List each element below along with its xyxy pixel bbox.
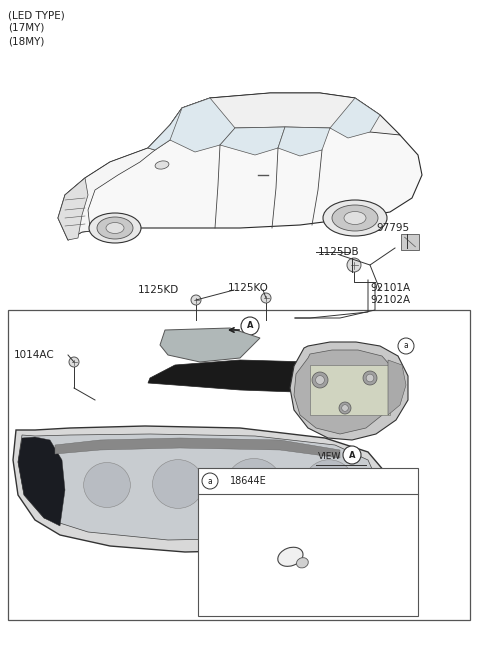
Circle shape: [191, 295, 201, 305]
Ellipse shape: [304, 460, 354, 506]
Text: 92102A: 92102A: [370, 295, 410, 305]
Polygon shape: [65, 148, 155, 240]
Ellipse shape: [89, 213, 141, 243]
Polygon shape: [18, 437, 65, 526]
Circle shape: [241, 317, 259, 335]
Text: VIEW: VIEW: [318, 452, 341, 461]
Circle shape: [339, 402, 351, 414]
Circle shape: [398, 338, 414, 354]
Polygon shape: [278, 127, 330, 156]
Polygon shape: [388, 360, 406, 415]
Circle shape: [312, 372, 328, 388]
Circle shape: [261, 293, 271, 303]
Circle shape: [347, 258, 361, 272]
Text: (LED TYPE): (LED TYPE): [8, 10, 65, 20]
Polygon shape: [58, 93, 422, 240]
Circle shape: [316, 376, 324, 384]
Text: 1125KO: 1125KO: [228, 283, 269, 293]
Polygon shape: [55, 438, 340, 458]
Text: 1014AC: 1014AC: [14, 350, 55, 360]
Polygon shape: [18, 434, 378, 540]
Text: A: A: [349, 451, 355, 459]
Ellipse shape: [278, 547, 303, 566]
Polygon shape: [148, 93, 400, 150]
Polygon shape: [330, 98, 380, 138]
Polygon shape: [290, 342, 408, 440]
FancyBboxPatch shape: [401, 234, 419, 250]
Circle shape: [202, 473, 218, 489]
Polygon shape: [160, 328, 260, 362]
Polygon shape: [170, 98, 235, 152]
Circle shape: [366, 374, 374, 382]
Text: 97795: 97795: [376, 223, 409, 233]
Text: (18MY): (18MY): [8, 36, 44, 46]
Text: 18644E: 18644E: [230, 476, 267, 486]
Polygon shape: [220, 127, 285, 155]
Ellipse shape: [344, 211, 366, 224]
Polygon shape: [148, 360, 340, 392]
Polygon shape: [13, 426, 390, 552]
Ellipse shape: [227, 459, 282, 510]
Ellipse shape: [84, 462, 131, 508]
Circle shape: [342, 405, 348, 411]
Polygon shape: [148, 98, 210, 150]
Text: 1125KD: 1125KD: [138, 285, 179, 295]
FancyBboxPatch shape: [198, 468, 418, 616]
Circle shape: [363, 371, 377, 385]
Text: 1125DB: 1125DB: [318, 247, 360, 257]
Ellipse shape: [332, 205, 378, 231]
Circle shape: [343, 446, 361, 464]
Ellipse shape: [323, 200, 387, 236]
Ellipse shape: [97, 217, 133, 239]
Ellipse shape: [153, 460, 204, 508]
Text: (17MY): (17MY): [8, 23, 44, 33]
Circle shape: [69, 357, 79, 367]
FancyBboxPatch shape: [8, 310, 470, 620]
Text: a: a: [404, 342, 408, 350]
Ellipse shape: [155, 161, 169, 169]
Text: A: A: [247, 321, 253, 331]
Polygon shape: [58, 178, 88, 240]
FancyBboxPatch shape: [310, 365, 390, 415]
Polygon shape: [294, 350, 398, 434]
Ellipse shape: [297, 558, 308, 568]
Text: 92101A: 92101A: [370, 283, 410, 293]
Ellipse shape: [106, 222, 124, 234]
Text: a: a: [208, 476, 212, 485]
